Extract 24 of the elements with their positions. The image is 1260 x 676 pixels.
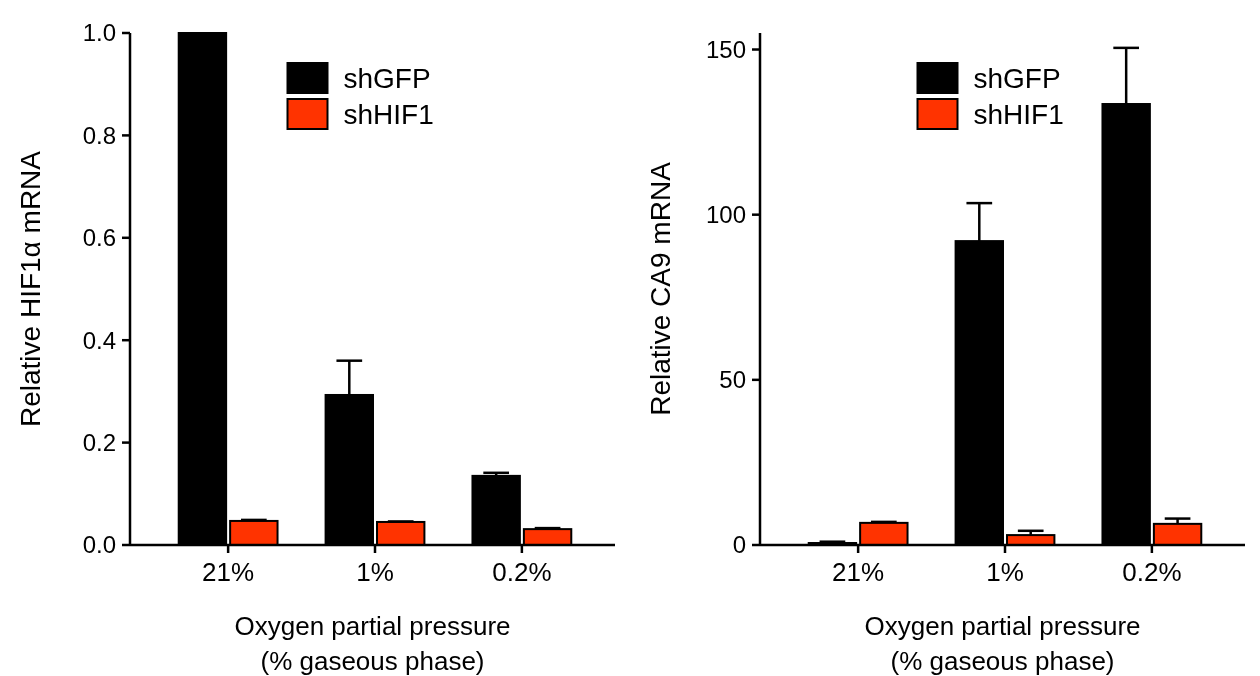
y-tick-label: 100	[705, 201, 746, 229]
y-axis-title: Relative HIF1α mRNA	[15, 150, 46, 428]
y-tick-label: 0.8	[82, 121, 116, 149]
y-tick-label: 150	[705, 35, 746, 63]
y-tick-label: 0.4	[82, 326, 116, 354]
y-tick-label: 0.6	[82, 224, 116, 252]
x-tick-label: 1%	[986, 557, 1024, 587]
x-tick-label: 21%	[202, 557, 255, 587]
y-tick-label: 50	[719, 366, 746, 394]
x-axis-title: Oxygen partial pressure (% gaseous phase)	[864, 611, 1141, 676]
x-tick-label: 0.2%	[492, 557, 552, 587]
x-tick-label: 0.2%	[1122, 557, 1182, 587]
legend-label: shHIF1	[343, 98, 434, 130]
legend-label: shGFP	[343, 62, 431, 94]
x-axis-title: Oxygen partial pressure (% gaseous phase)	[234, 611, 511, 676]
x-tick-label: 1%	[356, 557, 394, 587]
legend-label: shGFP	[973, 62, 1061, 94]
y-tick-label: 0.0	[82, 531, 116, 559]
y-axis-title: Relative CA9 mRNA	[645, 161, 676, 416]
x-tick-label: 21%	[832, 557, 885, 587]
legend-label: shHIF1	[973, 98, 1064, 130]
y-tick-label: 1.0	[82, 19, 116, 47]
y-tick-label: 0.2	[82, 429, 116, 456]
y-tick-label: 0	[732, 531, 746, 559]
